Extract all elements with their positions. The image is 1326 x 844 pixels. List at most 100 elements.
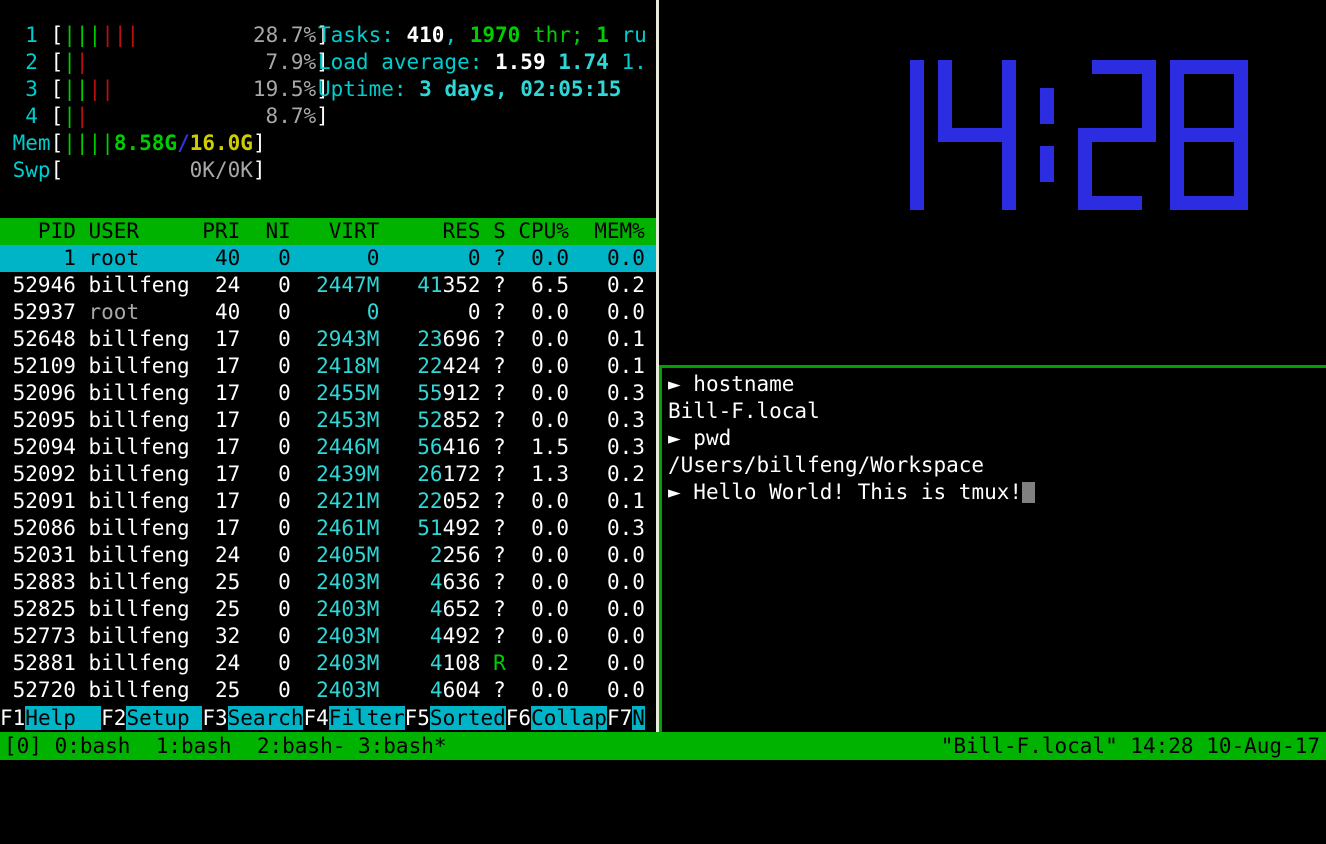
process-row[interactable]: 52031 billfeng 24 0 2405M 2256 ? 0.0 0.0… <box>0 542 656 569</box>
process-virt: 2403M <box>316 624 380 648</box>
process-row[interactable]: 1 root 40 0 0 0 ? 0.0 0.0 0: <box>0 245 656 272</box>
clock-pane[interactable] <box>661 0 1326 365</box>
meter-bracket-close: ] <box>252 158 266 182</box>
htop-pane[interactable]: 1 [|||||| 28.7%] 2 [|| 7.9%] 3 [|||| 19.… <box>0 0 656 732</box>
fkey-f7[interactable]: F7 <box>606 706 633 730</box>
process-state: R <box>493 651 506 675</box>
status-bar-right: "Bill-F.local" 14:28 10-Aug-17 <box>940 734 1320 758</box>
shell-cursor <box>1022 482 1036 503</box>
process-res-high: 52 <box>417 408 443 432</box>
process-res: 636 <box>442 570 481 594</box>
clock-digit <box>1078 60 1156 210</box>
meter-bar-high: | <box>126 23 140 47</box>
fkey-f1[interactable]: F1 <box>0 706 26 730</box>
process-state: ? <box>493 624 506 648</box>
fkey-f6[interactable]: F6 <box>505 706 532 730</box>
fkey-f4[interactable]: F4 <box>303 706 329 730</box>
process-virt: 2453M <box>316 408 380 432</box>
shell-line: ► pwd <box>664 425 1326 452</box>
fkey-label-sorted[interactable]: Sorted <box>429 706 506 730</box>
process-user: billfeng <box>88 489 203 513</box>
pane-border-vertical[interactable] <box>656 0 659 732</box>
cpu-meter-4: 4 [|| 8.7%] <box>0 103 329 130</box>
process-pri-ni: 40 0 <box>202 300 291 324</box>
process-cpu-mem-time: 0.0 0.0 0: <box>531 570 645 594</box>
process-user: billfeng <box>88 327 203 351</box>
process-res: 052 <box>442 489 481 513</box>
process-row[interactable]: 52091 billfeng 17 0 2421M 22052 ? 0.0 0.… <box>0 488 656 515</box>
meter-bar-low: | <box>63 77 76 101</box>
process-virt: 2446M <box>316 435 380 459</box>
process-pri-ni: 25 0 <box>202 597 291 621</box>
process-res-high: 56 <box>417 435 443 459</box>
clock-segment-e <box>1078 128 1092 210</box>
pane-border-active-left[interactable] <box>659 365 662 732</box>
fkey-label-collap[interactable]: Collap <box>531 706 607 730</box>
fkey-f5[interactable]: F5 <box>404 706 430 730</box>
tmux-status-bar[interactable]: [0] 0:bash 1:bash 2:bash- 3:bash* "Bill-… <box>0 732 1326 760</box>
status-bar-windows[interactable]: [0] 0:bash 1:bash 2:bash- 3:bash* <box>4 734 447 758</box>
process-table[interactable]: PID USER PRI NI VIRT RES S CPU% MEM% T 1… <box>0 218 656 704</box>
process-state: ? <box>493 246 506 270</box>
process-state: ? <box>493 570 506 594</box>
process-user: billfeng <box>88 651 203 675</box>
function-key-bar[interactable]: F1Help F2Setup F3SearchF4FilterF5SortedF… <box>0 704 645 732</box>
mem-meter-label: Mem <box>0 131 51 155</box>
cpu-meter-label: 1 <box>0 23 51 47</box>
shell-pane[interactable]: ► hostname Bill-F.local ► pwd/Users/billfe… <box>664 371 1326 732</box>
process-row[interactable]: 52648 billfeng 17 0 2943M 23696 ? 0.0 0.… <box>0 326 656 353</box>
process-res-high: 4 <box>429 597 443 621</box>
meter-bracket-close: ] <box>316 23 329 47</box>
fkey-label-help[interactable]: Help <box>25 706 102 730</box>
fkey-label-filter[interactable]: Filter <box>328 706 405 730</box>
meter-bar-low: | <box>63 23 76 47</box>
fkey-label-search[interactable]: Search <box>227 706 304 730</box>
process-cpu-mem-time: 0.0 0.1 0: <box>531 354 645 378</box>
uptime-value: 3 days, 02:05:15 <box>419 77 622 101</box>
pane-border-horizontal[interactable] <box>659 365 1326 368</box>
cpu-meter-2: 2 [|| 7.9%] <box>0 49 329 76</box>
process-state: ? <box>493 597 506 621</box>
process-pid: 52883 <box>0 570 89 594</box>
fkey-label-setup[interactable]: Setup <box>126 706 203 730</box>
process-row[interactable]: 52109 billfeng 17 0 2418M 22424 ? 0.0 0.… <box>0 353 656 380</box>
process-res: 352 <box>442 273 481 297</box>
process-cpu-mem-time: 0.0 0.1 0: <box>531 489 645 513</box>
shell-line: /Users/billfeng/Workspace <box>664 452 1326 479</box>
process-res: 652 <box>442 597 481 621</box>
process-pri-ni: 24 0 <box>202 273 291 297</box>
process-user: billfeng <box>88 678 203 702</box>
process-res: 912 <box>442 381 481 405</box>
process-pid: 52092 <box>0 462 89 486</box>
process-res-high: 23 <box>417 327 443 351</box>
process-state: ? <box>493 300 506 324</box>
process-state: ? <box>493 543 506 567</box>
process-row[interactable]: 52937 root 40 0 0 0 ? 0.0 0.0 0: <box>0 299 656 326</box>
process-row[interactable]: 52086 billfeng 17 0 2461M 51492 ? 0.0 0.… <box>0 515 656 542</box>
process-table-body[interactable]: 1 root 40 0 0 0 ? 0.0 0.0 0: 52946 billf… <box>0 245 656 704</box>
process-row[interactable]: 52720 billfeng 25 0 2403M 4604 ? 0.0 0.0… <box>0 677 656 704</box>
process-virt: 2403M <box>316 570 380 594</box>
process-row[interactable]: 52883 billfeng 25 0 2403M 4636 ? 0.0 0.0… <box>0 569 656 596</box>
fkey-label-n[interactable]: N <box>632 706 645 730</box>
process-pri-ni: 24 0 <box>202 651 291 675</box>
process-row[interactable]: 52096 billfeng 17 0 2455M 55912 ? 0.0 0.… <box>0 380 656 407</box>
process-user: billfeng <box>88 462 203 486</box>
fkey-f3[interactable]: F3 <box>202 706 228 730</box>
process-row[interactable]: 52773 billfeng 32 0 2403M 4492 ? 0.0 0.0… <box>0 623 656 650</box>
process-res-high: 51 <box>417 516 443 540</box>
process-row[interactable]: 52095 billfeng 17 0 2453M 52852 ? 0.0 0.… <box>0 407 656 434</box>
process-row[interactable]: 52094 billfeng 17 0 2446M 56416 ? 1.5 0.… <box>0 434 656 461</box>
mem-total-value: 16.0G <box>189 131 253 155</box>
process-row[interactable]: 52825 billfeng 25 0 2403M 4652 ? 0.0 0.0… <box>0 596 656 623</box>
clock-colon <box>1030 60 1064 210</box>
running-count: 1 <box>596 23 609 47</box>
process-row[interactable]: 52092 billfeng 17 0 2439M 26172 ? 1.3 0.… <box>0 461 656 488</box>
process-row[interactable]: 52881 billfeng 24 0 2403M 4108 R 0.2 0.0… <box>0 650 656 677</box>
process-user: root <box>88 300 203 324</box>
process-virt: 2447M <box>316 273 380 297</box>
fkey-f2[interactable]: F2 <box>101 706 127 730</box>
shell-line-text: Hello World! This is tmux! <box>693 480 1023 504</box>
process-row[interactable]: 52946 billfeng 24 0 2447M 41352 ? 6.5 0.… <box>0 272 656 299</box>
meter-bracket-open: [ <box>50 50 64 74</box>
